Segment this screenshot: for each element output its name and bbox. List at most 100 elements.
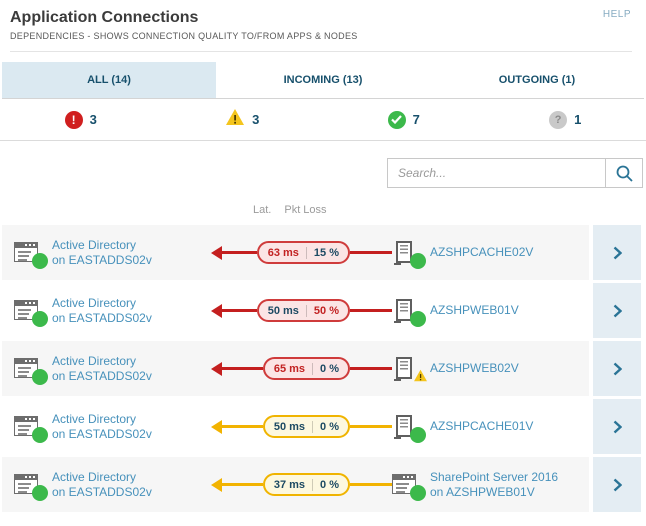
source-name: Active Directory [52,411,137,426]
latency-value: 50 ms [273,420,306,433]
packet-loss-value: 0 % [320,362,339,375]
packet-loss-column-header: Pkt Loss [284,204,327,216]
help-link[interactable]: HELP [602,9,631,20]
list-column-headers: Lat. Pkt Loss [0,188,646,225]
search-button[interactable] [605,159,642,187]
chevron-right-icon [613,362,622,375]
status-up-icon [410,426,426,443]
source-entity: Active Directory on EASTADDS02v [14,470,211,501]
application-icon [14,241,48,269]
critical-icon: ! [64,110,83,129]
tab-outgoing[interactable]: OUTGOING (1) [498,74,576,86]
target-entity: AZSHPCACHE02V [392,240,589,269]
arrow-left-icon [211,361,222,376]
row-expand-button[interactable] [593,457,641,512]
packet-loss-value: 50 % [313,304,339,317]
tab-all[interactable]: ALL (14) [2,62,216,98]
status-filter-critical[interactable]: ! 3 [0,110,162,129]
connection-arrow: 37 ms 0 % [211,473,392,496]
chevron-right-icon [613,246,622,259]
status-up-icon [410,310,426,327]
status-up-icon [410,484,426,501]
application-icon [14,473,48,501]
critical-count: 3 [89,112,97,127]
arrow-left-icon [211,477,222,492]
target-detail: on AZSHPWEB01V [430,484,535,499]
latency-value: 65 ms [273,362,306,375]
latency-value: 37 ms [273,478,306,491]
row-expand-button[interactable] [593,225,641,280]
status-up-icon [32,252,48,269]
ok-icon [387,110,406,129]
packet-loss-value: 0 % [320,420,339,433]
metrics-pill: 50 ms 0 % [262,415,350,438]
source-detail: on EASTADDS02v [52,484,152,499]
source-detail: on EASTADDS02v [52,368,152,383]
target-entity: AZSHPWEB02V [392,356,589,381]
target-entity: AZSHPWEB01V [392,298,589,327]
latency-column-header: Lat. [253,204,272,216]
search-box [387,158,643,188]
arrow-left-icon [211,303,222,318]
tab-bar: ALL (14) INCOMING (13) OUTGOING (1) [2,62,644,99]
table-row: Active Directory on EASTADDS02v 50 ms 0 % [2,399,641,454]
status-up-icon [32,484,48,501]
target-entity: AZSHPCACHE01V [392,414,589,443]
row-expand-button[interactable] [593,399,641,454]
search-section [0,141,646,188]
unknown-count: 1 [574,112,582,127]
status-up-icon [410,252,426,269]
node-icon [392,414,426,443]
unknown-icon: ? [549,110,568,129]
application-icon [392,473,426,501]
source-entity: Active Directory on EASTADDS02v [14,354,211,385]
header-divider [10,51,632,52]
chevron-right-icon [613,420,622,433]
metrics-pill: 63 ms 15 % [256,241,350,264]
status-filter-ok[interactable]: 7 [323,110,485,129]
latency-value: 63 ms [267,246,299,259]
application-icon [14,299,48,327]
target-name: AZSHPCACHE01V [430,419,534,433]
source-detail: on EASTADDS02v [52,310,152,325]
target-name: AZSHPWEB01V [430,303,519,317]
target-name: AZSHPCACHE02V [430,245,534,259]
latency-value: 50 ms [267,304,299,317]
table-row: Active Directory on EASTADDS02v 37 ms 0 % [2,457,641,512]
chevron-right-icon [613,304,622,317]
page-subtitle: DEPENDENCIES - SHOWS CONNECTION QUALITY … [10,31,358,41]
packet-loss-value: 0 % [320,478,339,491]
status-up-icon [32,310,48,327]
page-title: Application Connections [10,9,199,26]
source-detail: on EASTADDS02v [52,426,152,441]
ok-count: 7 [412,112,420,127]
status-filter-warning[interactable]: 3 [162,108,324,131]
chevron-right-icon [613,478,622,491]
status-up-icon [32,368,48,385]
status-warning-icon [413,369,428,387]
connection-list: Active Directory on EASTADDS02v 63 ms 15 … [0,225,646,512]
source-name: Active Directory [52,295,137,310]
tab-incoming[interactable]: INCOMING (13) [283,74,363,86]
status-up-icon [32,426,48,443]
status-summary-bar: ! 3 3 7 ? 1 [0,99,646,141]
table-row: Active Directory on EASTADDS02v 63 ms 15 … [2,225,641,280]
target-entity: SharePoint Server 2016 on AZSHPWEB01V [392,469,589,501]
warning-icon [225,108,245,131]
connection-arrow: 63 ms 15 % [211,241,392,264]
source-name: Active Directory [52,237,137,252]
source-entity: Active Directory on EASTADDS02v [14,411,211,443]
warning-count: 3 [252,112,260,127]
row-expand-button[interactable] [593,283,641,338]
application-icon [14,357,48,385]
source-detail: on EASTADDS02v [52,252,152,267]
target-name: AZSHPWEB02V [430,361,519,375]
search-input[interactable] [388,159,605,187]
connection-arrow: 50 ms 50 % [211,299,392,322]
panel-header: Application Connections DEPENDENCIES - S… [0,0,646,52]
metrics-pill: 65 ms 0 % [262,357,350,380]
status-filter-unknown[interactable]: ? 1 [485,110,646,129]
target-name: SharePoint Server 2016 [430,469,559,484]
connection-arrow: 50 ms 0 % [211,415,392,438]
row-expand-button[interactable] [593,341,641,396]
